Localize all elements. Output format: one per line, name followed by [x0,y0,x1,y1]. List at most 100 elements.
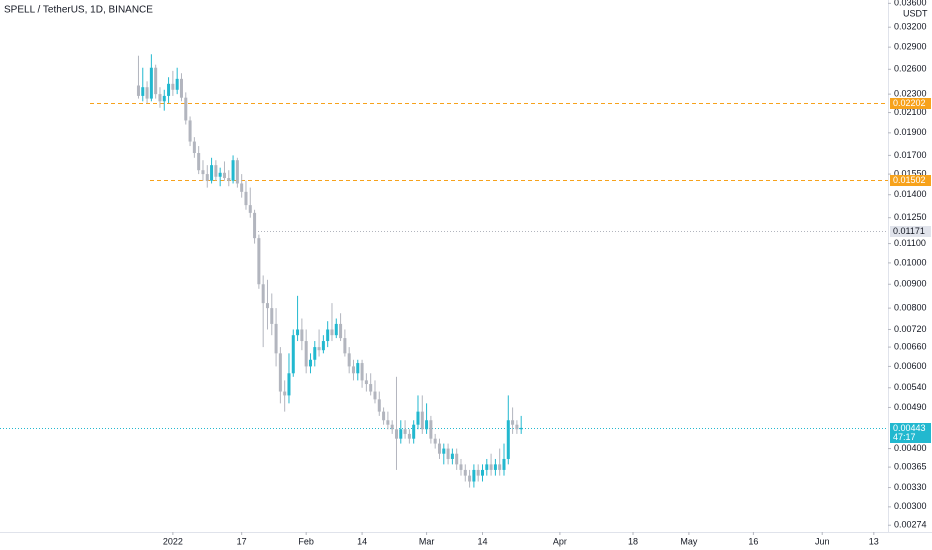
candle-body [231,160,235,181]
y-tick-label: 0.01250 [894,212,927,222]
candle-body [171,83,175,90]
candle-body [382,411,386,421]
candle-body [403,429,407,434]
candle-body [407,433,411,439]
candle-body [485,464,489,470]
candle-body [205,174,209,181]
candle-body [162,95,166,102]
candle-body [394,429,398,439]
candle-body [214,165,218,177]
candle-body [425,420,429,430]
x-tick-label: Mar [419,536,435,546]
candle-body [149,67,153,99]
candle-body [429,420,433,439]
y-tick-label: 0.00400 [894,443,927,453]
candle-body [326,329,330,342]
price-tag [890,175,931,186]
candle-body [240,183,244,192]
y-tick-label: 0.01100 [894,238,926,248]
candle-body [197,153,201,171]
candle-body [192,141,196,154]
candle-body [154,67,158,95]
candle-body [498,464,502,470]
candle-body [386,420,390,425]
candle-body [364,380,368,385]
candle-body [360,363,364,381]
y-tick-label: 0.00330 [894,482,927,492]
candle-body [347,353,351,367]
candle-body [412,424,416,439]
candle-body [399,429,403,439]
candle-body [222,172,226,179]
candle-body [390,424,394,430]
candle-body [278,353,282,392]
x-tick-label: Jun [815,536,830,546]
price-tag-label: 0.01502 [893,175,926,185]
x-tick-label: Feb [298,536,314,546]
price-tag [890,226,931,237]
candle-body [351,366,355,374]
y-tick-label: 0.00274 [894,520,927,530]
candle-body [244,191,248,206]
candle-body [317,347,321,351]
candle-body [356,363,360,374]
x-tick-label: 13 [869,536,879,546]
price-tag-label: 0.01171 [893,226,925,236]
y-tick-label: 0.01400 [894,189,927,199]
y-tick-label: 0.02300 [894,89,927,99]
candle-body [455,453,459,465]
y-tick-label: 0.00660 [894,341,927,351]
candle-body [463,469,467,476]
candle-body [283,391,287,396]
y-tick-label: 0.02100 [894,107,927,117]
candle-body [437,443,441,454]
candle-body [343,338,347,354]
candle-body [291,335,295,374]
candle-body [313,347,317,360]
y-tick-label: 0.00540 [894,382,927,392]
candle-body [515,424,519,430]
candle-body [334,323,338,336]
y-tick-label: 0.03600 [894,0,927,8]
y-tick-label: 0.01700 [894,150,927,160]
candle-body [175,78,179,90]
candle-body [235,160,239,184]
candle-body [145,87,149,99]
x-tick-label: 16 [748,536,758,546]
candle-body [227,178,231,181]
y-tick-label: 0.02600 [894,64,927,74]
candle-body [308,359,312,367]
y-tick-label: 0.00300 [894,501,927,511]
y-tick-label: 0.00900 [894,279,927,289]
y-tick-label: 0.01000 [894,257,927,267]
candle-body [476,469,480,476]
chart-title: SPELL / TetherUS, 1D, BINANCE [4,5,153,16]
candle-body [420,411,424,430]
candle-body [167,83,171,96]
candle-body [218,172,222,177]
y-tick-label: 0.01550 [894,168,927,178]
x-tick-label: 14 [357,536,367,546]
x-tick-label: 18 [628,536,638,546]
x-tick-label: May [680,536,698,546]
candle-body [265,303,269,309]
y-tick-label: 0.00365 [894,461,927,471]
candle-body [433,438,437,444]
candle-body [468,475,472,482]
candle-body [373,391,377,400]
y-tick-label: 0.01900 [894,127,927,137]
unit-label: USDT [903,8,928,18]
y-tick-label: 0.00800 [894,302,927,312]
candle-body [416,411,420,425]
candle-body [300,329,304,342]
candle-body [506,420,510,459]
candle-body [472,469,476,482]
candle-body [210,165,214,181]
candle-body [519,427,523,430]
candle-body [136,85,140,96]
price-tag-label: 0.02202 [893,98,926,108]
candle-body [257,238,261,285]
candle-body [188,120,192,142]
candle-body [287,373,291,396]
